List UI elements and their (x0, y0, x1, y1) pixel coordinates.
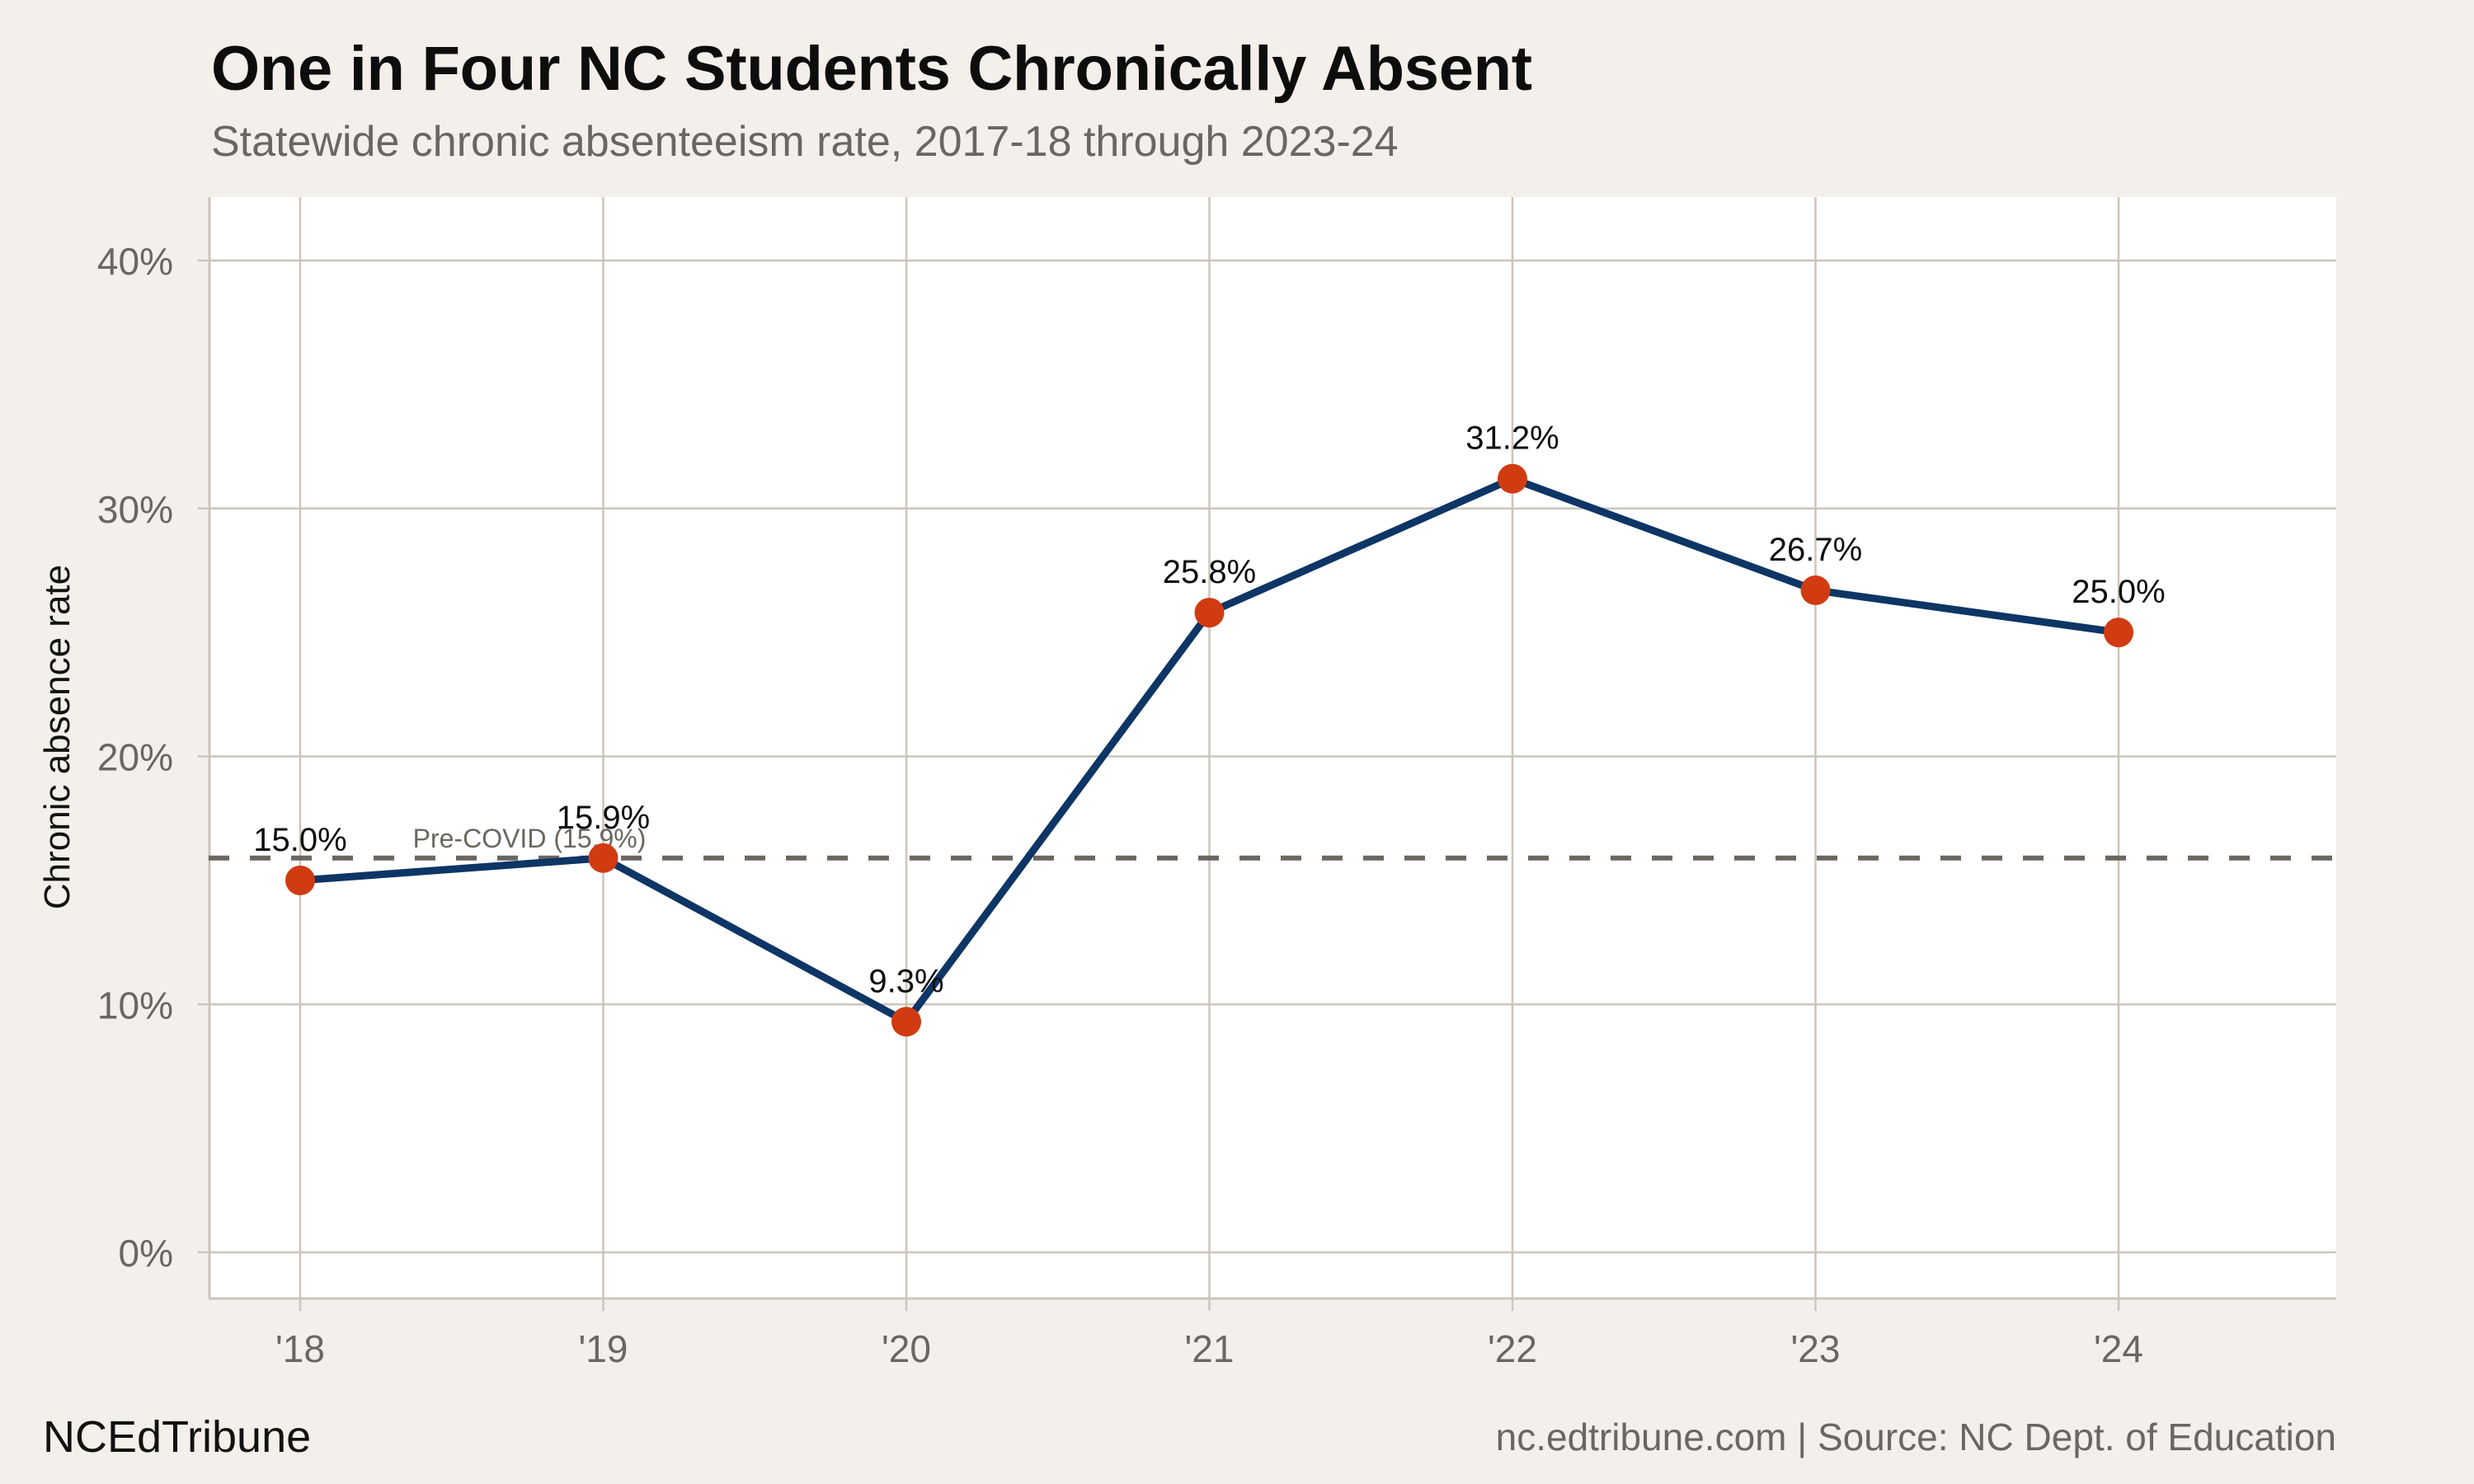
x-tick-label: '20 (882, 1327, 931, 1370)
x-tick-label: '23 (1791, 1327, 1841, 1370)
chart-title: One in Four NC Students Chronically Abse… (211, 34, 1532, 104)
data-value-label: 25.8% (1163, 554, 1256, 590)
plot-panel (209, 197, 2336, 1298)
data-point-marker (1800, 575, 1831, 605)
y-axis-title: Chronic absence rate (37, 565, 78, 909)
x-axis-ticks: '18 '19 '20 '21 '22 '23 '24 (275, 1298, 2143, 1370)
data-point-marker (2104, 618, 2133, 648)
data-labels: 15.0% 15.9% 9.3% 25.8% 31.2% 26.7% 25.0% (253, 420, 2165, 1000)
data-value-label: 26.7% (1769, 532, 1862, 568)
x-tick-label: '24 (2094, 1327, 2143, 1370)
data-point-marker (1194, 598, 1225, 628)
x-gridlines (299, 197, 2120, 1298)
data-value-label: 15.9% (557, 800, 650, 836)
y-tick-label: 0% (119, 1232, 173, 1275)
y-tick-label: 20% (97, 736, 173, 779)
data-value-label: 9.3% (868, 963, 943, 999)
y-gridlines (209, 259, 2336, 1254)
data-value-label: 15.0% (253, 822, 346, 858)
y-tick-label: 40% (97, 240, 173, 283)
y-tick-label: 10% (97, 984, 173, 1026)
data-point-marker (1498, 463, 1527, 494)
x-tick-label: '18 (275, 1327, 325, 1370)
x-tick-label: '22 (1488, 1327, 1537, 1370)
y-tick-label: 30% (97, 488, 173, 531)
brand-logo-text: NCEdTribune (43, 1412, 312, 1462)
y-axis-ticks: 0% 10% 20% 30% 40% (97, 240, 209, 1275)
x-tick-label: '21 (1185, 1327, 1235, 1370)
data-value-label: 31.2% (1465, 420, 1559, 457)
data-point-marker (891, 1007, 921, 1037)
data-points (285, 463, 2133, 1037)
data-value-label: 25.0% (2072, 574, 2165, 610)
source-credit: nc.edtribune.com | Source: NC Dept. of E… (1495, 1416, 2336, 1458)
data-point-marker (588, 843, 618, 873)
x-tick-label: '19 (579, 1327, 628, 1370)
data-point-marker (285, 865, 315, 895)
chart-subtitle: Statewide chronic absenteeism rate, 2017… (211, 118, 1399, 166)
